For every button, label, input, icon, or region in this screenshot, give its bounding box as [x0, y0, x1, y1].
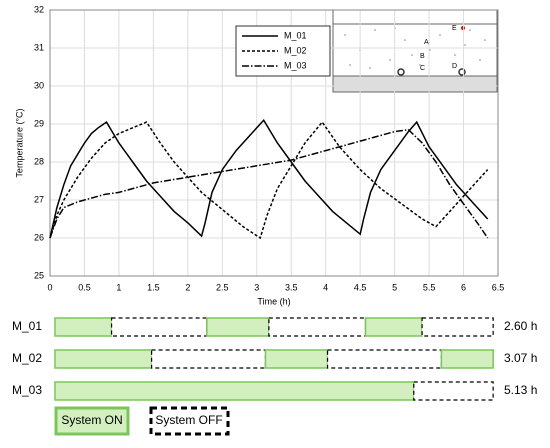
legend-off-label: System OFF	[155, 413, 222, 427]
row-label: M_02	[12, 351, 42, 365]
legend-label: M_01	[284, 30, 307, 40]
on-segment	[364, 317, 423, 337]
x-tick-label: 1.5	[147, 282, 160, 292]
x-tick-label: 5	[392, 282, 397, 292]
inset-label: E	[452, 25, 457, 32]
off-segment	[326, 349, 442, 369]
y-tick-label: 28	[34, 156, 44, 166]
x-tick-label: 0	[47, 282, 52, 292]
x-tick-label: 3.5	[285, 282, 298, 292]
row-label: M_03	[12, 383, 42, 397]
series-line	[49, 120, 489, 240]
legend-box	[235, 25, 331, 77]
y-tick-label: 30	[34, 80, 44, 90]
legend-label: M_02	[284, 45, 307, 55]
x-tick-label: 4.5	[354, 282, 367, 292]
y-tick-label: 32	[34, 4, 44, 14]
series-line	[49, 128, 489, 239]
off-segment	[268, 317, 367, 337]
row-total: 5.13 h	[504, 383, 537, 397]
on-segment	[440, 349, 494, 369]
row-label: M_01	[12, 319, 42, 333]
on-segment	[206, 317, 270, 337]
row-total: 2.60 h	[504, 319, 537, 333]
series-line	[49, 118, 489, 239]
on-segment	[54, 317, 113, 337]
x-tick-label: 4	[323, 282, 328, 292]
y-axis-label: Temperature (°C)	[14, 108, 24, 177]
x-tick-label: 2.5	[216, 282, 229, 292]
x-tick-label: 1	[116, 282, 121, 292]
off-segment	[421, 317, 494, 337]
inset-diagram: A B C D E	[332, 9, 498, 93]
x-tick-label: 2	[185, 282, 190, 292]
off-segment	[151, 349, 267, 369]
inset-label: A	[424, 39, 429, 46]
x-tick-label: 6.5	[492, 282, 505, 292]
y-tick-label: 25	[34, 270, 44, 280]
inset-label: D	[452, 63, 457, 70]
y-tick-label: 26	[34, 232, 44, 242]
legend-off	[149, 406, 230, 436]
inset-label: B	[420, 53, 425, 60]
legend-on	[54, 406, 130, 436]
on-segment	[264, 349, 329, 369]
plot-frame	[49, 9, 499, 277]
y-tick-label: 27	[34, 194, 44, 204]
off-segment	[110, 317, 208, 337]
off-segment	[413, 381, 494, 401]
inset-label: C	[420, 65, 425, 72]
x-tick-label: 0.5	[78, 282, 91, 292]
legend-on-label: System ON	[61, 413, 122, 427]
row-total: 3.07 h	[504, 351, 537, 365]
x-axis-label: Time (h)	[257, 296, 290, 306]
on-segment	[54, 381, 415, 401]
y-tick-label: 29	[34, 118, 44, 128]
x-tick-label: 6	[461, 282, 466, 292]
legend-label: M_03	[284, 60, 307, 70]
on-segment	[54, 349, 153, 369]
x-tick-label: 3	[254, 282, 259, 292]
x-tick-label: 5.5	[423, 282, 436, 292]
y-tick-label: 31	[34, 42, 44, 52]
